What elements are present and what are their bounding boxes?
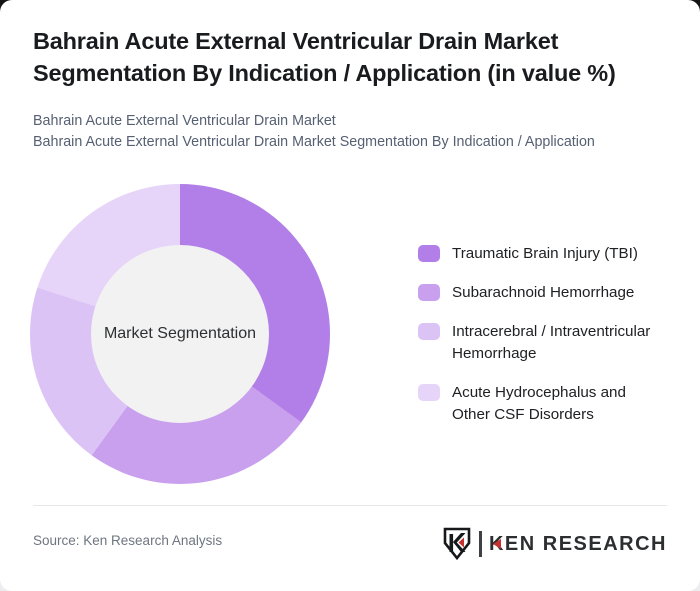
red-triangle-icon [492, 538, 501, 549]
legend-label-line: Traumatic Brain Injury (TBI) [452, 245, 638, 262]
legend-item-hydrocephalus[interactable]: Acute Hydrocephalus and Other CSF Disord… [418, 382, 650, 426]
legend-label-line: Acute Hydrocephalus and [452, 384, 626, 401]
page-subtitle-line1: Bahrain Acute External Ventricular Drain… [33, 113, 336, 129]
page-title: Bahrain Acute External Ventricular Drain… [33, 26, 670, 89]
page-subtitle-line2: Bahrain Acute External Ventricular Drain… [33, 134, 595, 150]
legend-label: Subarachnoid Hemorrhage [452, 282, 634, 304]
legend-item-subarachnoid[interactable]: Subarachnoid Hemorrhage [418, 282, 650, 304]
legend-label: Acute Hydrocephalus and Other CSF Disord… [452, 382, 626, 426]
brand-wordmark-text: KEN RESEARCH [488, 532, 667, 555]
legend-label-line: Intracerebral / Intraventricular [452, 323, 651, 340]
legend-label-line: Hemorrhage [452, 345, 537, 362]
brand-wordmark: KEN RESEARCH [489, 533, 667, 556]
legend-item-tbi[interactable]: Traumatic Brain Injury (TBI) [418, 243, 650, 265]
legend-label: Traumatic Brain Injury (TBI) [452, 243, 638, 265]
chart-legend: Traumatic Brain Injury (TBI) Subarachnoi… [418, 243, 650, 426]
page-title-line1: Bahrain Acute External Ventricular Drain… [33, 28, 559, 54]
donut-center-label: Market Segmentation [103, 325, 257, 342]
ken-research-shield-icon [443, 527, 471, 561]
donut-chart[interactable]: Market Segmentation [30, 184, 330, 484]
donut-center: Market Segmentation [91, 245, 269, 423]
logo-divider-bar [478, 531, 482, 557]
donut-chart-section: Market Segmentation Traumatic Brain Inju… [0, 150, 700, 500]
legend-label-line: Other CSF Disorders [452, 406, 594, 423]
legend-swatch-tbi [418, 245, 440, 262]
legend-item-intracerebral[interactable]: Intracerebral / Intraventricular Hemorrh… [418, 321, 650, 365]
legend-label-line: Subarachnoid Hemorrhage [452, 284, 635, 301]
page-title-line2: Segmentation By Indication / Application… [33, 59, 616, 86]
footer-divider [33, 505, 667, 506]
legend-swatch-hydrocephalus [418, 384, 440, 401]
legend-label: Intracerebral / Intraventricular Hemorrh… [452, 321, 650, 365]
legend-swatch-subarachnoid [418, 284, 440, 301]
page-subtitle: Bahrain Acute External Ventricular Drain… [33, 111, 680, 153]
ken-research-logo: KEN RESEARCH [442, 527, 667, 561]
source-note: Source: Ken Research Analysis [33, 533, 223, 548]
legend-swatch-intracerebral [418, 323, 440, 340]
